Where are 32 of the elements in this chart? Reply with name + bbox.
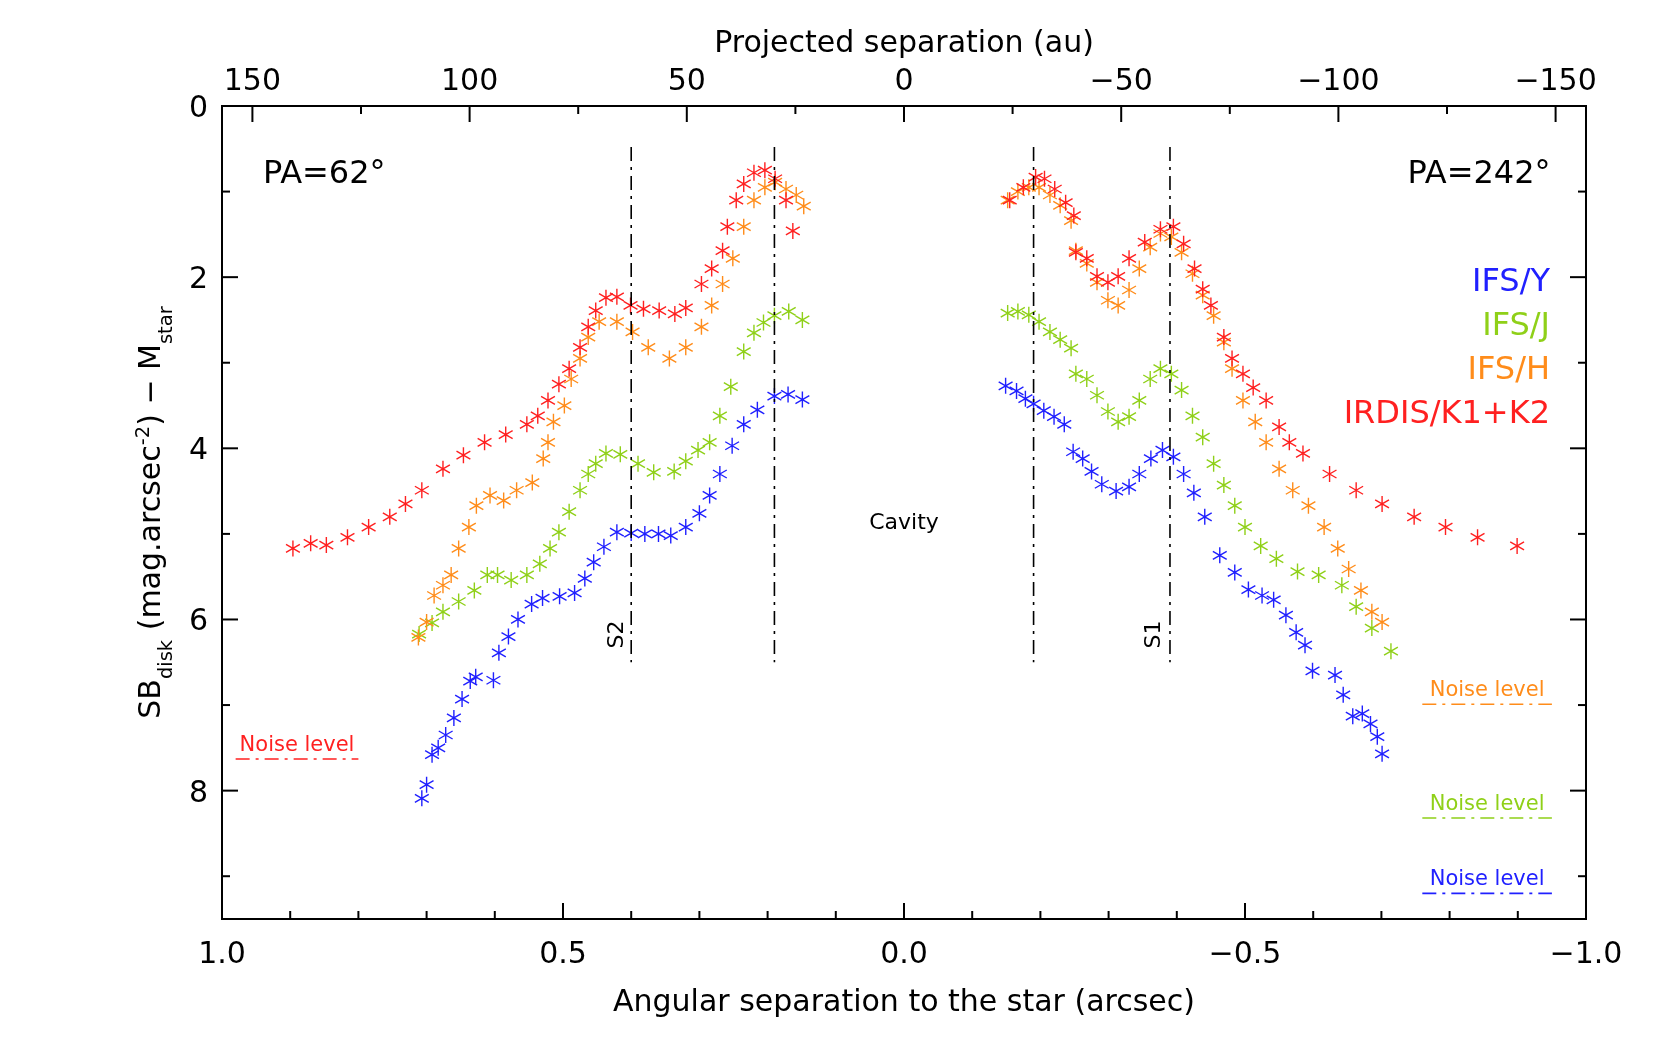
y-tick-label: 2 [188,260,208,296]
y-tick-label: 6 [188,602,208,638]
series-label: Noise level [1429,677,1545,702]
x2-tick-label: −50 [1089,62,1153,97]
text: IFS/Y [1472,261,1551,299]
y-tick-label: 0 [188,89,208,124]
x-tick-label: −1.0 [1549,935,1623,970]
y-tick-label: 8 [188,773,208,809]
series-label: IRDIS/K1+K2 [1343,393,1550,431]
y-tick-label: 4 [188,431,208,467]
series-label: Noise level [239,731,355,756]
x2-tick-label: −100 [1297,62,1380,97]
x2-tick-label: 150 [223,62,282,97]
x-tick-label: 1.0 [198,935,246,970]
x2-axis-title: Projected separation (au) [714,24,1094,59]
x2-tick-label: 0 [894,62,914,97]
series-label: Noise level [1429,791,1545,816]
annotation: Cavity [869,508,939,534]
series-label: Noise level [1429,866,1545,891]
annotation: PA=62° [262,153,386,192]
x-tick-label: 0.0 [880,935,928,970]
x-tick-label: −0.5 [1208,935,1282,970]
x2-tick-label: 50 [667,62,706,97]
x-tick-label: 0.5 [539,935,587,970]
text: IFS/J [1482,305,1550,343]
annotation: S1 [1140,620,1166,649]
text: IFS/H [1467,349,1550,387]
x-axis-title: Angular separation to the star (arcsec) [612,983,1196,1018]
annotation: S2 [603,620,629,649]
annotation: PA=242° [1407,153,1551,192]
x2-tick-label: −150 [1514,62,1597,97]
x2-tick-label: 100 [440,62,499,97]
